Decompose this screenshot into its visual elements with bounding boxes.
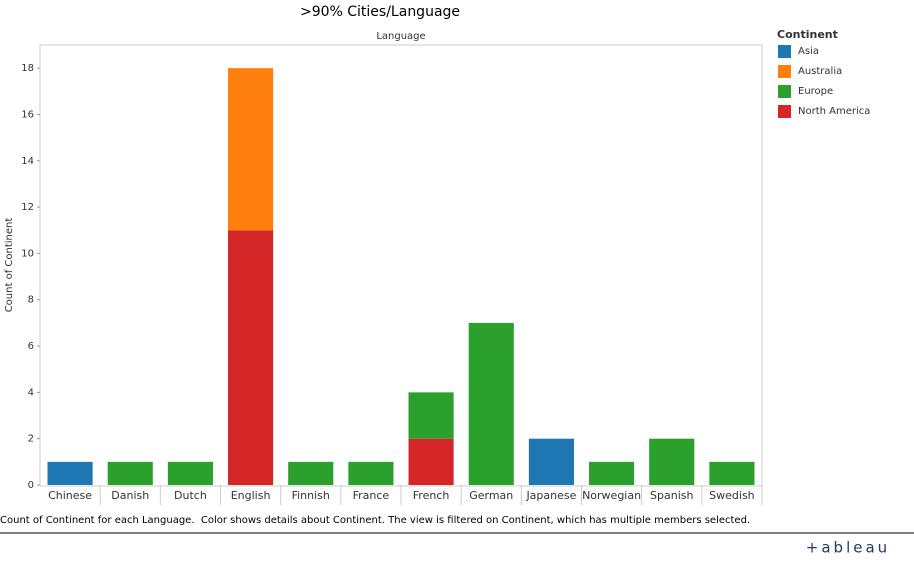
x-tick-label: Swedish: [709, 489, 755, 502]
x-tick-label: Dutch: [174, 489, 207, 502]
y-tick-label: 12: [21, 202, 34, 213]
x-tick-label: German: [469, 489, 513, 502]
plot-frame: [39, 44, 763, 487]
x-tick-label: Norwegian: [582, 489, 641, 502]
y-tick-label: 6: [28, 341, 34, 352]
y-tick-label: 14: [21, 156, 34, 167]
bar-segment: [47, 461, 93, 485]
bar-segment: [709, 461, 755, 485]
legend-label: Asia: [798, 46, 819, 57]
legend-swatch: [778, 65, 791, 78]
y-tick-label: 16: [21, 109, 34, 120]
x-tick-label: Chinese: [48, 489, 92, 502]
bar-segment: [528, 438, 574, 485]
x-header: Language: [376, 31, 425, 42]
y-tick-label: 0: [28, 480, 34, 491]
y-tick-label: 8: [28, 295, 34, 306]
logo: +ableau: [806, 539, 890, 557]
x-tick-label: Danish: [111, 489, 149, 502]
bar-segment: [468, 322, 514, 485]
x-tick-label: Japanese: [525, 489, 576, 502]
legend-title: Continent: [777, 28, 838, 41]
x-tick-label: France: [353, 489, 390, 502]
x-tick-label: French: [413, 489, 450, 502]
y-axis-label: Count of Continent: [4, 218, 15, 313]
y-tick-label: 18: [21, 63, 34, 74]
legend-label: Australia: [798, 66, 842, 77]
y-tick-label: 2: [28, 434, 34, 445]
x-tick-label: Spanish: [650, 489, 693, 502]
bar-segment: [589, 461, 635, 485]
x-tick-label: Finnish: [292, 489, 330, 502]
chart-title: >90% Cities/Language: [300, 4, 460, 20]
legend-swatch: [778, 45, 791, 58]
y-tick-label: 10: [21, 248, 34, 259]
bar-segment: [408, 392, 454, 439]
bar-segment: [348, 461, 394, 485]
legend-swatch: [778, 105, 791, 118]
y-tick-label: 4: [28, 387, 34, 398]
legend-label: Europe: [798, 86, 833, 97]
x-tick-label: English: [231, 489, 271, 502]
bar-segment: [408, 438, 454, 485]
legend-label: North America: [798, 106, 870, 117]
legend-swatch: [778, 85, 791, 98]
bar-segment: [288, 461, 334, 485]
bar-segment: [649, 438, 695, 485]
caption: Count of Continent for each Language. Co…: [0, 515, 750, 526]
bar-segment: [107, 461, 153, 485]
bar-segment: [228, 230, 274, 485]
bar-segment: [167, 461, 213, 485]
bar-segment: [228, 68, 274, 231]
